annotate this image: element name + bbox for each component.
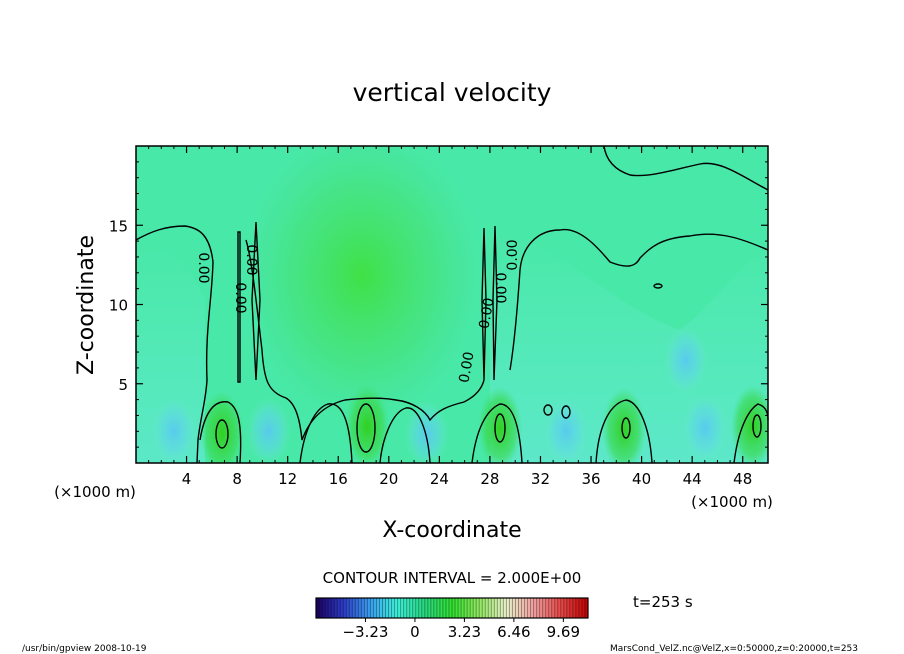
contour-lens-4 [492, 225, 498, 381]
x-axis-label: X-coordinate [382, 518, 521, 543]
x-unit-right: (×1000 m) [691, 493, 773, 511]
contour-label: 0.00 [505, 239, 521, 270]
x-tick-label: 36 [581, 470, 600, 488]
contour-zero-left [135, 225, 214, 464]
colorbar: −3.23 0 3.23 6.46 9.69 [315, 597, 589, 641]
footer-right: MarsCond_VelZ.nc@VelZ,x=0:50000,z=0:2000… [610, 644, 858, 654]
contour-ring-3 [494, 413, 506, 443]
contour-ring-1 [215, 419, 229, 449]
x-axis: 4 8 12 16 20 24 28 32 36 40 44 48 [148, 146, 769, 488]
contour-blob-2 [561, 405, 571, 419]
downdraft-region [663, 325, 708, 394]
x-tick-label: 32 [531, 470, 550, 488]
central-updraft [242, 146, 482, 425]
chart-title: vertical velocity [353, 78, 552, 107]
x-tick-label: 40 [632, 470, 651, 488]
contour-lens-2 [251, 221, 261, 381]
colorbar-tick-label: −3.23 [342, 623, 388, 641]
contour-label: 0.00 [232, 282, 248, 313]
contour-lens-3 [481, 227, 487, 381]
contour-zero-topright [603, 145, 769, 191]
contour-interval: CONTOUR INTERVAL = 2.000E+00 [323, 569, 582, 587]
contour-loop-c3 [471, 403, 523, 464]
updraft-core [601, 387, 646, 463]
contour-lines [135, 145, 769, 464]
colorbar-tick-label: 3.23 [448, 623, 481, 641]
y-axis: 5 10 15 [109, 161, 768, 448]
x-tick-label: 20 [379, 470, 398, 488]
x-tick-label: 8 [232, 470, 242, 488]
plot-area [136, 146, 768, 463]
contour-loop-c4 [595, 399, 653, 464]
updraft-core [478, 386, 523, 463]
time-label: t=253 s [633, 593, 693, 611]
downdraft-region [246, 397, 291, 463]
updraft-core [345, 384, 390, 463]
downdraft-region [543, 397, 588, 463]
x-tick-label: 16 [329, 470, 348, 488]
contour-labels: 0.00 0.00 0.00 0.00 0.00 0.00 0.00 [195, 239, 521, 384]
contour-label: 0.00 [492, 272, 508, 303]
contour-label: 0.00 [243, 244, 259, 275]
colorbar-tick-label: 6.46 [497, 623, 530, 641]
y-tick-label: 15 [109, 217, 128, 235]
footer-left: /usr/bin/gpview 2008-10-19 [22, 644, 147, 654]
colorbar-tick-label: 0 [410, 623, 420, 641]
x-tick-label: 4 [182, 470, 192, 488]
contour-loop-c5 [733, 403, 769, 464]
x-unit-left: (×1000 m) [54, 483, 136, 501]
contour-loop-c2 [379, 407, 431, 464]
downdraft-region [682, 394, 727, 463]
x-tick-label: 44 [683, 470, 702, 488]
y-tick-label: 5 [118, 376, 128, 394]
x-tick-label: 24 [430, 470, 449, 488]
contour-lens-1 [237, 231, 241, 383]
contour-zero-mid [509, 228, 769, 371]
contour-blob-1 [543, 404, 553, 416]
contour-zero-leftmid [245, 239, 485, 441]
downdraft-region [404, 400, 449, 463]
x-tick-label: 12 [278, 470, 297, 488]
contour-ring-4 [621, 417, 631, 439]
contour-ring-5 [752, 414, 762, 438]
contour-label: 0.00 [195, 252, 211, 283]
colorbar-tick-label: 9.69 [547, 623, 580, 641]
contour-blob-3 [653, 283, 663, 289]
contour-loop-left [199, 401, 242, 464]
contour-loop-c1 [299, 403, 353, 464]
contour-label: 0.00 [456, 351, 477, 384]
y-axis-label: Z-coordinate [74, 235, 99, 375]
y-tick-label: 10 [109, 297, 128, 315]
x-tick-label: 48 [733, 470, 752, 488]
downdraft-region [151, 397, 196, 463]
contour-ring-2 [356, 403, 376, 453]
x-tick-label: 28 [480, 470, 499, 488]
contour-label: 0.00 [476, 297, 497, 330]
